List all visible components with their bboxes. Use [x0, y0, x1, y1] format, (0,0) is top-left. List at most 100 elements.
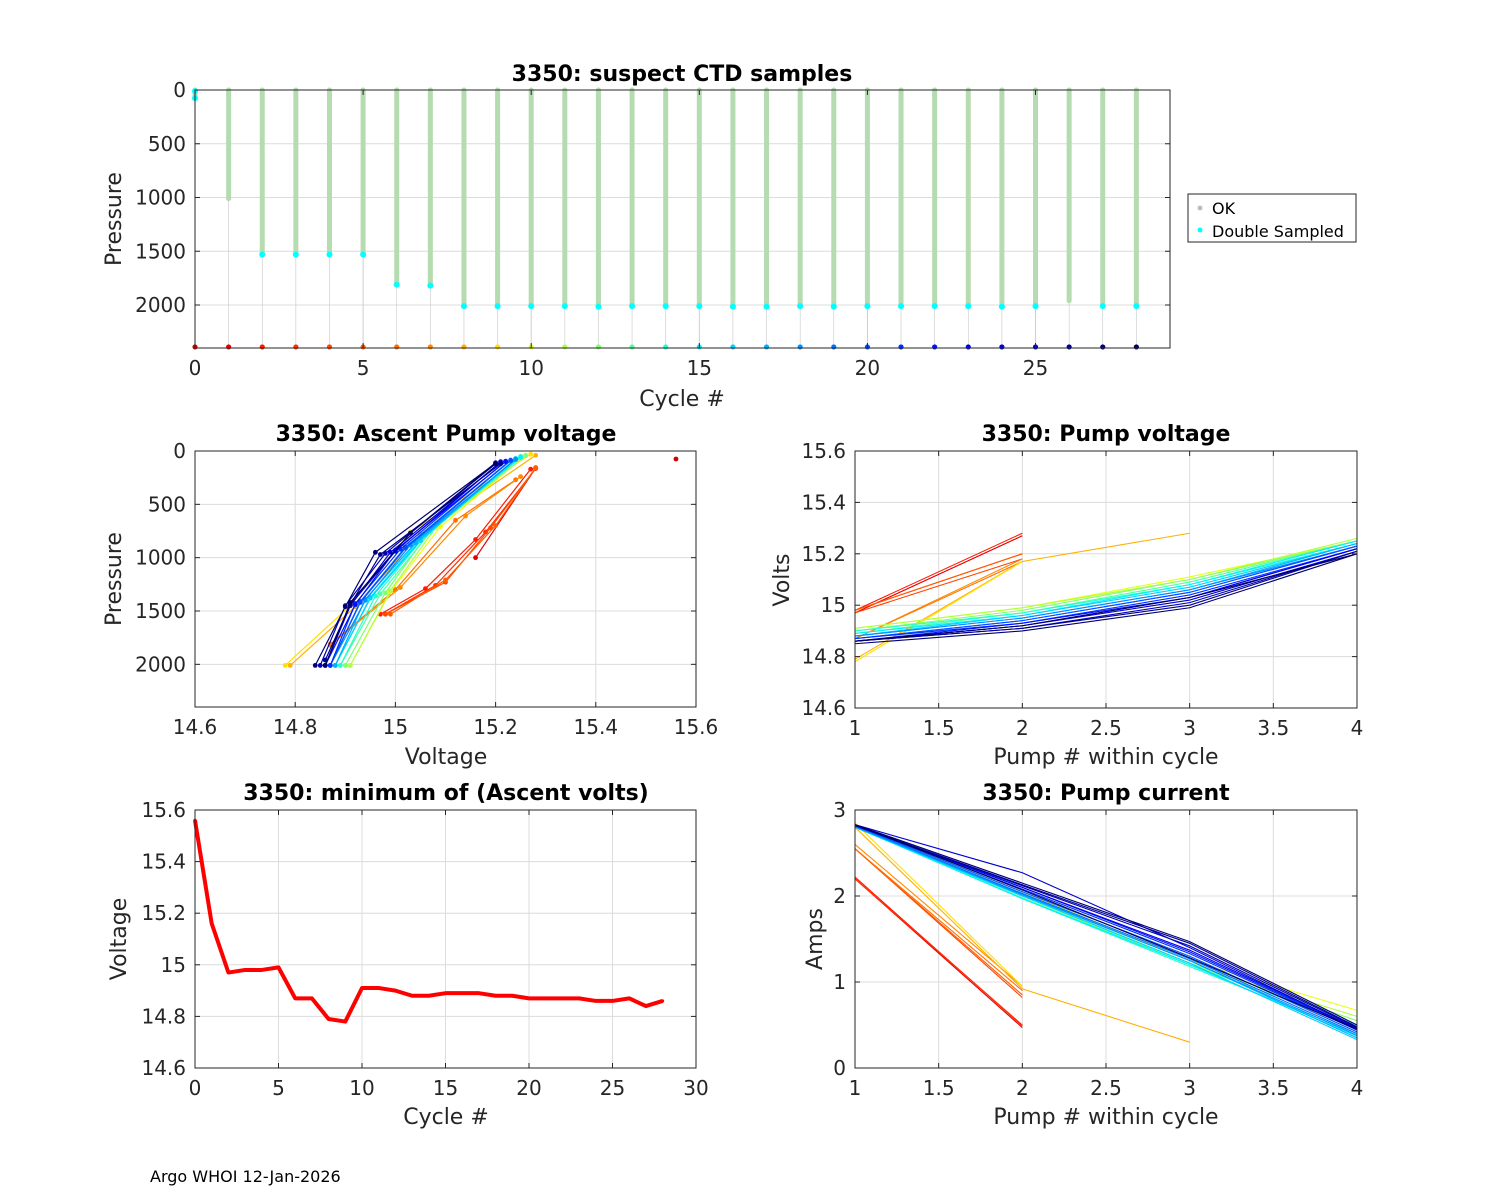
- pumpc-ytick-label: 3: [833, 798, 846, 822]
- pumpc-series-cycle-15: [854, 826, 1358, 1037]
- pumpc-series-cycle-8: [854, 826, 1190, 1043]
- min-volts-point: [560, 996, 565, 1000]
- pumpc-ytick-label: 2: [833, 884, 846, 908]
- pumpv-ticks: 1 1.5 2 2.5 3 3.5 4 14.6 14.8 15 15.2 15.4 15.6: [801, 439, 1363, 740]
- double-sampled-point: [259, 251, 266, 258]
- ascent-point: [382, 590, 388, 596]
- ascent-point: [533, 465, 539, 470]
- ctd-xtick-label: 25: [1023, 356, 1048, 380]
- ctd-ytick-label: 2000: [135, 293, 186, 317]
- double-sampled-point: [393, 281, 400, 288]
- ascent-point: [498, 461, 504, 467]
- min-volts-point: [260, 968, 264, 972]
- pumpc-xtick-label: 1.5: [923, 1076, 955, 1100]
- ascent-point: [513, 457, 519, 462]
- min-volts-point: [410, 994, 414, 998]
- ascent-axes-frame: [194, 450, 697, 708]
- ascent-xtick-label: 15: [383, 715, 408, 739]
- min-volts-point: [343, 1019, 347, 1024]
- pumpv-ytick-label: 15.2: [801, 542, 846, 566]
- ascent-point: [362, 597, 368, 603]
- panel-minimum-ascent-volts: 0 5 10 15 20 25 30 14.6 14.8 15 15.2 15.4 15.6 3350:…: [107, 781, 709, 1130]
- cycle-color-marker: [663, 344, 669, 350]
- ctd-ytick-label: 1500: [135, 239, 186, 263]
- pumpv-ytick-label: 15.4: [801, 490, 846, 514]
- ascent-xlabel: Voltage: [405, 745, 488, 770]
- ctd-axes-frame: [194, 89, 1171, 349]
- ascent-point: [508, 458, 514, 463]
- pumpv-series-cycle-16: [854, 542, 1358, 637]
- min-volts-point: [460, 991, 464, 995]
- double-sampled-point: [662, 303, 669, 310]
- ascent-point: [337, 663, 343, 668]
- pumpc-series-cycle-3: [854, 878, 1023, 1026]
- ascent-point: [342, 604, 348, 610]
- ascent-point: [377, 552, 383, 557]
- ascent-ylabel: Pressure: [102, 532, 127, 626]
- double-sampled-point: [998, 303, 1005, 310]
- legend-ok-label: OK: [1212, 199, 1236, 218]
- cycle-color-marker: [1100, 344, 1106, 350]
- ascent-point: [533, 452, 539, 458]
- pumpc-series-cycle-23: [854, 824, 1358, 1029]
- ascent-point: [312, 663, 318, 668]
- ascent-point: [518, 455, 524, 460]
- ascent-point: [377, 591, 383, 597]
- ascent-point: [332, 663, 338, 668]
- ascent-series-cycle-21: [329, 460, 507, 666]
- pumpc-title: 3350: Pump current: [982, 781, 1230, 806]
- double-sampled-point: [528, 303, 535, 310]
- ascent-point: [387, 549, 393, 555]
- ascent-xtick-label: 15.2: [473, 715, 518, 739]
- pumpc-series-cycle-27: [854, 824, 1358, 1026]
- pumpv-ytick-label: 15.6: [801, 439, 846, 463]
- minv-ytick-label: 15.4: [141, 850, 186, 874]
- ctd-legend: OK Double Sampled: [1187, 193, 1357, 243]
- pumpv-series-cycle-27: [854, 553, 1358, 645]
- cycle-color-marker: [226, 344, 232, 350]
- pumpc-ylabel: Amps: [803, 908, 828, 970]
- ascent-series-cycle-28: [324, 463, 496, 666]
- ascent-point: [453, 517, 458, 523]
- footer-credit: Argo WHOI 12-Jan-2026: [150, 1167, 341, 1186]
- cycle-color-marker: [831, 344, 837, 350]
- ascent-point: [438, 524, 443, 530]
- cycle-color-marker: [797, 344, 803, 350]
- pumpv-ytick-label: 15: [821, 593, 846, 617]
- pumpc-series-cycle-9: [854, 822, 1023, 987]
- ascent-point: [673, 456, 679, 462]
- ascent-series-cycle-6: [329, 479, 516, 645]
- ascent-point: [317, 663, 323, 668]
- cycle-color-marker: [494, 344, 501, 350]
- ctd-ytick-label: 1000: [135, 186, 186, 210]
- double-sampled-point: [494, 303, 501, 310]
- ascent-point: [528, 466, 534, 472]
- ascent-point: [387, 588, 393, 594]
- cycle-color-marker: [965, 344, 971, 350]
- double-sampled-point: [360, 251, 367, 258]
- pumpv-series-cycle-11: [854, 537, 1358, 629]
- ctd-ylabel: Pressure: [102, 172, 127, 266]
- ctd-ytick-label: 0: [173, 78, 186, 102]
- ascent-series-cycle-2: [380, 468, 532, 615]
- double-sampled-point: [326, 251, 333, 258]
- minv-ytick-label: 14.6: [141, 1056, 186, 1080]
- ascent-ticks: 14.6 14.8 15 15.2 15.4 15.6 0 500 1000 1500 2000: [135, 439, 718, 739]
- double-sampled-point: [1099, 303, 1106, 310]
- min-volts-point: [293, 996, 297, 1000]
- ascent-point: [463, 513, 468, 519]
- min-volts-point: [510, 994, 514, 998]
- minv-xtick-label: 30: [683, 1076, 708, 1100]
- min-volts-point: [443, 991, 448, 995]
- pumpv-ylabel: Volts: [770, 553, 795, 606]
- double-sampled-point: [864, 303, 871, 310]
- pumpc-xtick-label: 2.5: [1090, 1076, 1122, 1100]
- double-sampled-point: [595, 303, 602, 310]
- min-volts-point: [377, 986, 381, 990]
- pumpv-series-cycle-21: [854, 548, 1358, 640]
- pumpv-ytick-label: 14.8: [801, 645, 846, 669]
- ascent-series-cycle-5: [390, 467, 537, 615]
